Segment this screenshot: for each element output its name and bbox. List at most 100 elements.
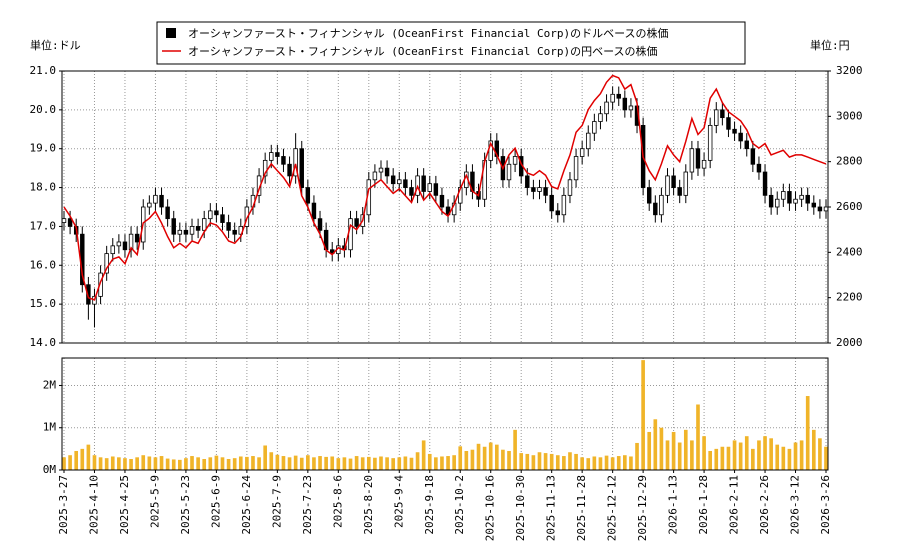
candle-body: [226, 222, 231, 231]
x-tick-label: 2025-5-23: [179, 475, 192, 535]
candle-body: [439, 194, 445, 208]
legend-box: [156, 21, 746, 65]
volume-bar: [220, 457, 225, 470]
candle-body: [775, 198, 780, 208]
x-tick-label: 2025-10-30: [514, 475, 527, 541]
volume-bar: [629, 456, 633, 470]
candle-body: [354, 218, 359, 227]
volume-bar: [726, 446, 731, 470]
x-tick-label: 2025-7-23: [301, 475, 314, 535]
x-tick-label: 2025-10-2: [453, 475, 466, 535]
volume-bar: [403, 456, 408, 470]
candle-body: [677, 187, 682, 196]
volume-bar: [562, 456, 566, 470]
volume-bar: [763, 436, 767, 470]
volume-bar: [232, 458, 237, 470]
candle-body: [244, 206, 250, 227]
volume-bar: [787, 448, 792, 470]
candle-body: [598, 113, 603, 122]
volume-bar: [299, 457, 304, 470]
volume-bar: [324, 456, 328, 470]
volume-bar: [677, 442, 682, 470]
y2-tick-label: 2800: [836, 155, 863, 168]
x-tick-label: 2025-4-25: [118, 475, 131, 535]
volume-bar: [647, 431, 652, 470]
candle-body: [134, 233, 140, 243]
volume-bar: [336, 458, 341, 470]
volume-bar: [702, 436, 706, 470]
volume-bar: [696, 404, 700, 470]
candle-body: [805, 194, 810, 204]
candle-body: [549, 194, 554, 212]
candle-body: [701, 159, 707, 169]
candle-body: [110, 245, 115, 255]
volume-bar: [318, 456, 322, 470]
volume-bar: [68, 455, 72, 470]
volume-bar: [354, 456, 359, 470]
volume-bar: [610, 457, 615, 470]
candle-body: [67, 218, 73, 227]
volume-bar: [117, 457, 121, 470]
x-tick-label: 2025-8-6: [331, 475, 344, 528]
volume-bar: [592, 456, 597, 470]
candle-body: [531, 187, 536, 192]
volume-bar: [86, 444, 91, 470]
volume-bar: [141, 455, 146, 470]
candle-body: [726, 117, 731, 130]
volume-bar: [507, 450, 511, 470]
volume-bar: [769, 438, 773, 470]
volume-bar: [549, 453, 554, 470]
volume-bar: [165, 458, 170, 470]
y-tick-label: 20.0: [30, 103, 57, 116]
candle-body: [707, 125, 713, 161]
candle-body: [671, 175, 676, 188]
volume-bar: [641, 360, 645, 470]
volume-bar: [440, 456, 444, 470]
volume-bar: [775, 444, 780, 470]
y-tick-label: 2M: [43, 378, 57, 391]
volume-bar: [781, 446, 786, 470]
y-unit-label: 単位:ドル: [30, 38, 81, 52]
volume-bar: [805, 396, 810, 470]
volume-bar: [171, 459, 176, 470]
volume-bar: [123, 458, 127, 470]
y2-tick-label: 2000: [836, 336, 863, 349]
volume-bar: [580, 457, 584, 470]
volume-bar: [226, 459, 231, 470]
volume-bar: [811, 429, 816, 470]
y2-tick-label: 2200: [836, 291, 863, 304]
candle-body: [579, 148, 585, 157]
volume-bar: [196, 457, 200, 470]
candle-body: [104, 253, 109, 274]
volume-bar: [671, 431, 676, 470]
legend-label: オーシャンファースト・フィナンシャル (OceanFirst Financial…: [188, 26, 669, 40]
legend-label: オーシャンファースト・フィナンシャル (OceanFirst Financial…: [188, 44, 658, 58]
y2-tick-label: 3200: [836, 64, 863, 77]
volume-bar: [214, 455, 219, 470]
volume-bar: [555, 455, 560, 470]
volume-bar: [293, 455, 298, 470]
volume-bar: [519, 453, 524, 470]
x-tick-label: 2025-4-10: [87, 475, 100, 535]
candle-body: [390, 175, 396, 185]
volume-bar: [245, 456, 249, 470]
volume-bar: [421, 440, 426, 470]
volume-bar: [751, 448, 755, 470]
candle-body: [311, 202, 317, 220]
legend-swatch: [166, 28, 176, 38]
volume-bar: [799, 440, 804, 470]
x-tick-label: 2025-10-16: [484, 475, 497, 541]
y-tick-label: 16.0: [30, 258, 57, 271]
candle-body: [750, 148, 756, 165]
volume-bar: [397, 457, 402, 470]
x-tick-label: 2025-11-13: [545, 475, 558, 541]
volume-bar: [635, 442, 639, 470]
candle-body: [659, 194, 664, 216]
y-tick-label: 14.0: [30, 336, 57, 349]
candle-body: [506, 163, 512, 181]
candle-body: [732, 128, 737, 134]
volume-bar: [147, 456, 152, 470]
x-tick-label: 2026-1-13: [667, 475, 680, 535]
x-tick-label: 2025-3-27: [57, 475, 70, 535]
volume-bar: [543, 453, 548, 470]
